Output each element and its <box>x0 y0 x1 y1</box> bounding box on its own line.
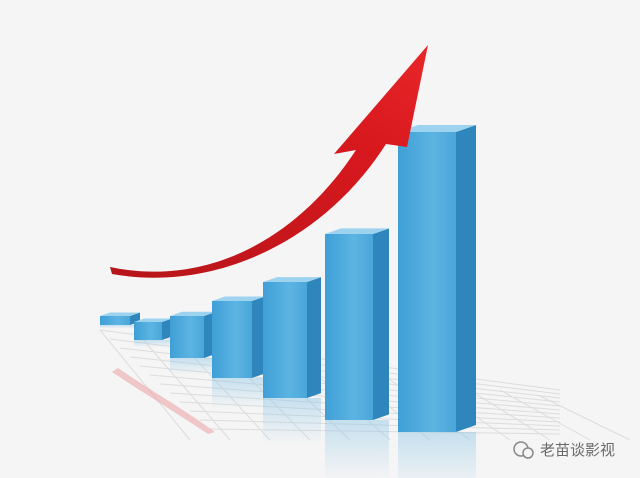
bars <box>100 125 476 478</box>
bar-top <box>170 311 216 316</box>
bar-top <box>100 312 140 316</box>
bar-reflection <box>134 340 172 348</box>
bar-top <box>263 277 321 282</box>
bar-reflection <box>170 358 216 375</box>
arrow-reflection <box>112 368 215 434</box>
floor-line <box>539 395 631 441</box>
bar-top <box>398 125 476 132</box>
bar-side <box>162 318 172 340</box>
floor-line <box>499 389 591 441</box>
bar-side <box>252 296 265 378</box>
watermark-text: 老苗谈影视 <box>540 441 615 459</box>
bar-side <box>456 125 476 432</box>
bar-front <box>398 132 456 432</box>
bar-front <box>263 282 307 398</box>
floor-line <box>99 329 191 441</box>
bar-side <box>373 228 389 420</box>
bar-front <box>134 322 162 340</box>
bar-front <box>100 316 130 325</box>
bar-reflection <box>325 420 389 478</box>
bar-side <box>307 277 321 398</box>
growth-arrow <box>110 45 428 278</box>
bar-front <box>325 234 373 420</box>
bar-top <box>212 296 265 301</box>
bar-top <box>325 228 389 234</box>
watermark-icon <box>522 447 534 459</box>
bar-top <box>134 318 172 322</box>
floor-line <box>139 335 231 441</box>
bar-front <box>212 301 252 378</box>
bar-front <box>170 316 204 358</box>
bar-reflection <box>398 432 476 478</box>
bar-reflection <box>100 325 140 329</box>
bar-reflection <box>263 398 321 445</box>
bar-reflection <box>212 378 265 409</box>
watermark: 老苗谈影视 <box>513 441 615 459</box>
